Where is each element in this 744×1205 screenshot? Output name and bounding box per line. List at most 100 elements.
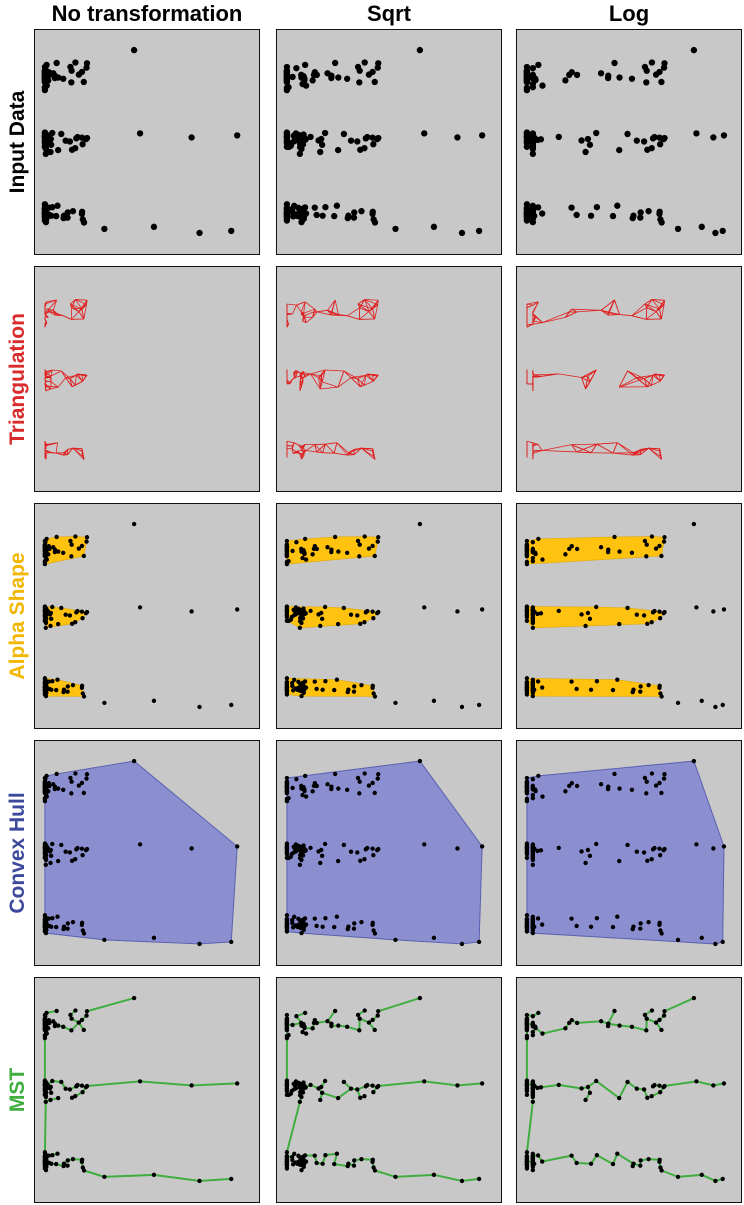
data-point xyxy=(49,924,54,929)
data-point xyxy=(616,74,623,81)
data-point xyxy=(42,851,48,857)
data-point xyxy=(422,842,427,847)
data-point xyxy=(524,913,530,918)
data-point xyxy=(536,1010,541,1016)
data-point xyxy=(530,920,536,925)
data-point xyxy=(42,798,48,804)
data-point xyxy=(229,939,234,945)
data-point xyxy=(102,1174,107,1180)
data-point xyxy=(656,141,664,148)
data-point xyxy=(48,1090,54,1095)
data-point xyxy=(79,846,85,851)
data-point xyxy=(691,995,697,1001)
data-point xyxy=(102,937,107,943)
panel-mst-sqrt xyxy=(276,977,502,1203)
data-point xyxy=(475,227,483,235)
data-point xyxy=(638,926,643,931)
data-point xyxy=(291,850,297,855)
data-point xyxy=(568,69,575,76)
data-point xyxy=(315,137,322,144)
data-point xyxy=(641,613,647,618)
data-point xyxy=(72,59,79,66)
data-point xyxy=(300,131,307,138)
data-point xyxy=(283,130,291,137)
data-point xyxy=(421,130,428,137)
data-point xyxy=(675,937,681,943)
data-point xyxy=(299,80,306,88)
data-point xyxy=(649,135,657,142)
data-point xyxy=(79,141,86,148)
data-point xyxy=(41,140,49,147)
data-point xyxy=(84,1013,89,1018)
data-point xyxy=(308,1082,313,1088)
data-point xyxy=(318,141,326,148)
data-point xyxy=(644,554,649,559)
data-point xyxy=(284,1035,290,1041)
data-point xyxy=(42,780,48,786)
data-point xyxy=(370,683,375,688)
data-point xyxy=(55,1095,61,1101)
data-point xyxy=(638,1163,643,1168)
data-point xyxy=(358,621,363,626)
data-point xyxy=(312,679,317,684)
plot-mst-sqrt xyxy=(284,995,485,1184)
data-point xyxy=(291,1087,297,1092)
data-point xyxy=(369,208,376,215)
data-point xyxy=(535,61,542,69)
data-point xyxy=(288,1091,294,1096)
data-point xyxy=(295,687,300,693)
data-point xyxy=(41,74,49,81)
data-point xyxy=(292,914,297,919)
data-point xyxy=(189,846,194,851)
data-point xyxy=(73,619,78,625)
data-point xyxy=(629,214,636,222)
data-point xyxy=(376,1009,381,1014)
data-point xyxy=(52,786,58,792)
panel-alpha-none xyxy=(34,503,260,729)
data-point xyxy=(284,927,290,933)
data-point xyxy=(297,1093,303,1098)
triangulation-mesh xyxy=(526,440,663,460)
data-point xyxy=(52,1023,58,1029)
data-point xyxy=(136,130,144,137)
data-point xyxy=(288,617,294,622)
data-point xyxy=(536,536,541,542)
data-point xyxy=(308,845,313,851)
data-points xyxy=(524,995,727,1184)
data-point xyxy=(299,693,304,699)
data-point xyxy=(328,74,335,82)
data-point xyxy=(314,1160,319,1166)
data-point xyxy=(50,70,57,77)
data-point xyxy=(372,1027,377,1033)
data-points xyxy=(42,521,240,710)
data-point xyxy=(653,1020,659,1025)
row-label-mst: MST xyxy=(6,1067,29,1113)
data-point xyxy=(530,693,536,699)
data-point xyxy=(137,605,143,610)
data-point xyxy=(653,783,659,788)
data-point xyxy=(357,779,362,784)
data-point xyxy=(68,79,75,86)
data-point xyxy=(625,842,630,848)
data-point xyxy=(42,553,48,558)
data-point xyxy=(650,847,656,852)
data-point xyxy=(610,1161,616,1167)
data-point xyxy=(320,924,325,929)
data-point xyxy=(197,704,202,710)
data-point xyxy=(72,144,79,152)
data-point xyxy=(101,225,108,233)
data-point xyxy=(659,1168,664,1173)
data-point xyxy=(65,926,70,931)
data-point xyxy=(370,543,375,549)
data-point xyxy=(79,780,85,786)
data-point xyxy=(59,842,64,848)
data-point xyxy=(313,211,320,219)
data-point xyxy=(637,214,644,221)
data-point xyxy=(524,1159,530,1164)
data-point xyxy=(79,1017,85,1023)
data-point xyxy=(649,1093,654,1099)
data-point xyxy=(357,554,362,559)
data-point xyxy=(325,1019,330,1024)
data-point xyxy=(659,1027,664,1033)
data-point xyxy=(362,856,367,862)
